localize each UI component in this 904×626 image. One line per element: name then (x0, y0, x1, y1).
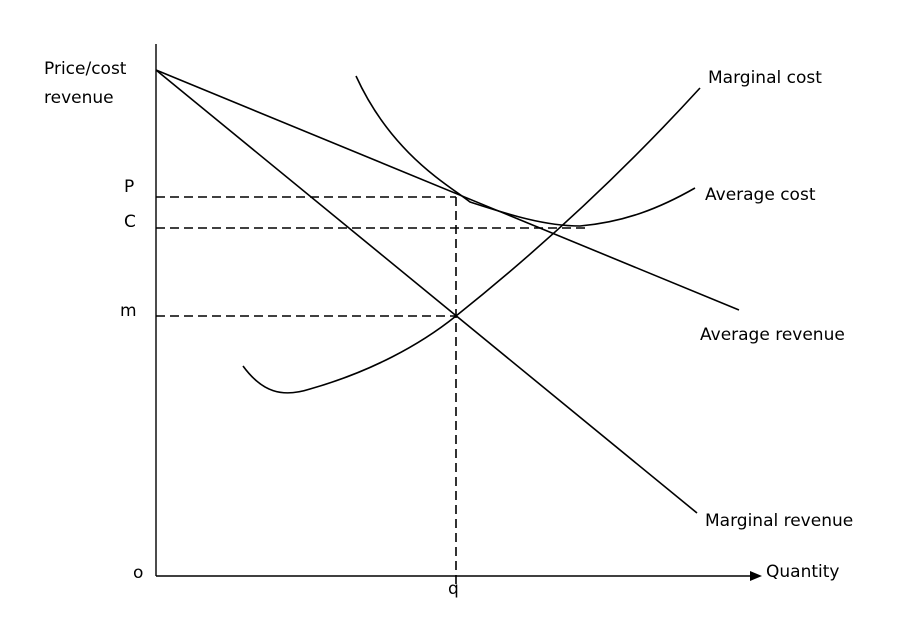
x-axis-arrow-icon (750, 571, 762, 581)
average-revenue-label: Average revenue (700, 325, 845, 345)
x-axis-label: Quantity (766, 562, 839, 582)
marginal-revenue-line (155, 69, 698, 514)
tick-label-p: P (124, 177, 134, 197)
average-cost-curve (355, 75, 696, 227)
average-revenue-line (155, 69, 740, 311)
origin-label: o (133, 563, 143, 583)
tick-label-c: C (124, 212, 136, 232)
marginal-cost-label: Marginal cost (708, 68, 822, 88)
average-cost-label: Average cost (705, 185, 816, 205)
tick-label-m: m (120, 301, 137, 321)
y-axis-label-line1: Price/cost (44, 59, 127, 79)
y-axis-label-line2: revenue (44, 88, 114, 108)
marginal-revenue-label: Marginal revenue (705, 511, 853, 531)
q-label: q (448, 579, 459, 599)
marginal-cost-curve (242, 87, 701, 394)
